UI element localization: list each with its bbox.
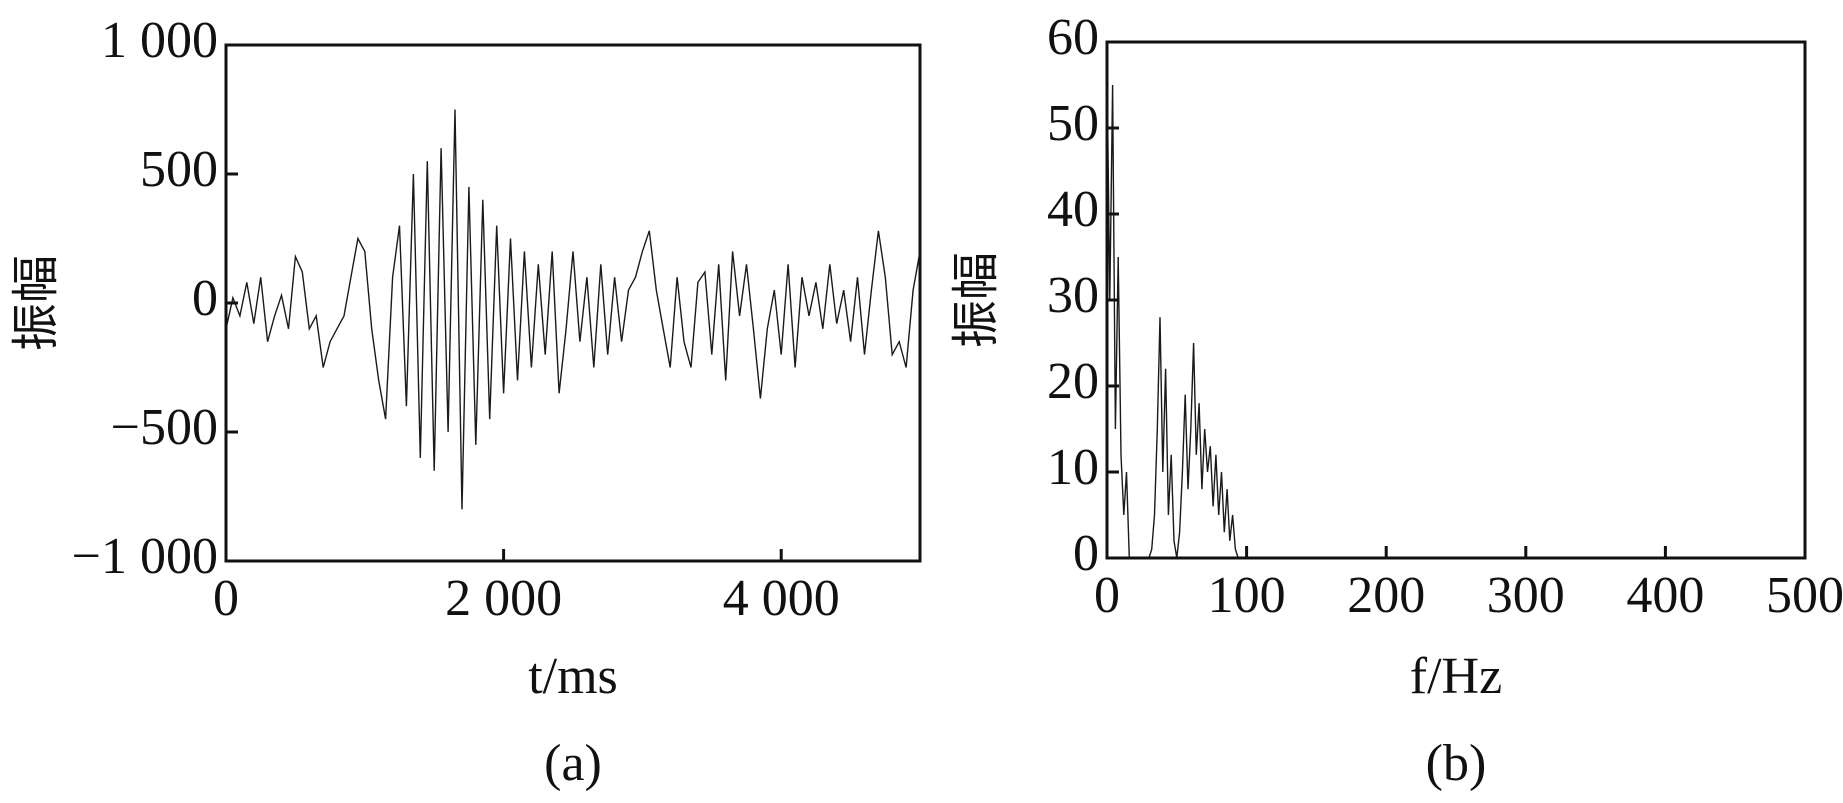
panel-label: (a) [544, 735, 602, 792]
x-tick-label: 400 [1626, 567, 1704, 624]
y-tick-label: 20 [1047, 353, 1099, 410]
x-tick-label: 0 [1094, 567, 1120, 624]
y-tick-label: 60 [1047, 9, 1099, 66]
x-axis-label: t/ms [528, 648, 618, 705]
x-tick-label: 200 [1347, 567, 1425, 624]
data-line [225, 109, 921, 510]
x-tick-label: 0 [213, 570, 239, 627]
y-tick-label: 0 [1073, 525, 1099, 582]
y-axis-label: 振幅 [950, 252, 1003, 348]
y-tick-label: −1 000 [72, 528, 218, 585]
plot-frame [224, 43, 922, 563]
x-tick-label: 300 [1487, 567, 1565, 624]
x-tick-label: 100 [1208, 567, 1286, 624]
panel-label: (b) [1426, 735, 1487, 792]
y-tick-label: 40 [1047, 181, 1099, 238]
y-tick-label: 500 [140, 141, 218, 198]
y-tick-label: 1 000 [101, 12, 218, 69]
x-tick-label: 2 000 [445, 570, 562, 627]
y-tick-label: 10 [1047, 439, 1099, 496]
x-tick-label: 4 000 [723, 570, 840, 627]
y-tick-label: 50 [1047, 95, 1099, 152]
x-axis-label: f/Hz [1410, 648, 1502, 705]
y-tick-label: 30 [1047, 267, 1099, 324]
x-tick-label: 500 [1766, 567, 1843, 624]
y-axis-label: 振幅 [10, 255, 63, 351]
y-tick-label: 0 [192, 270, 218, 327]
y-tick-label: −500 [111, 399, 218, 456]
data-line [1106, 67, 1247, 559]
